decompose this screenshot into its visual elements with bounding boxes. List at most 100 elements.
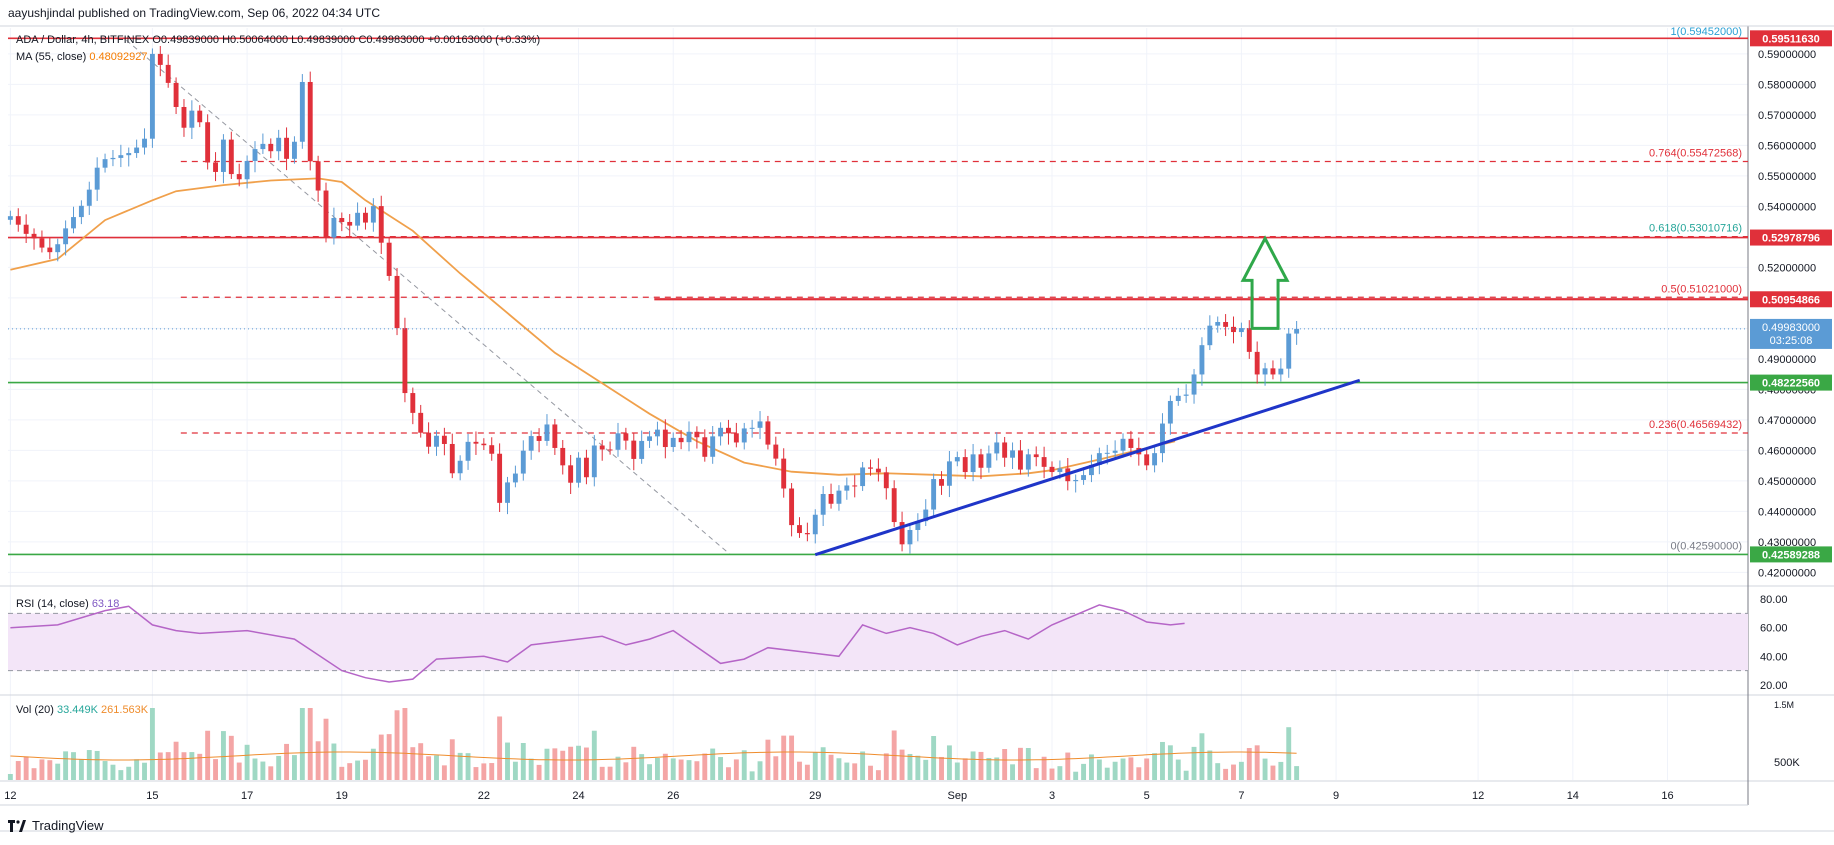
volume-bar xyxy=(244,744,250,780)
volume-bar xyxy=(560,750,566,780)
candle-body xyxy=(568,465,574,483)
volume-bar xyxy=(55,763,61,780)
candle-body xyxy=(647,436,652,441)
candle-body xyxy=(718,427,724,437)
candle-body xyxy=(165,64,171,83)
volume-legend[interactable]: Vol (20) 33.449K 261.563K xyxy=(16,704,148,716)
candle-body xyxy=(1160,423,1165,454)
volume-bar xyxy=(797,761,802,780)
ma-legend[interactable]: MA (55, close) 0.48092927 xyxy=(16,51,148,63)
candle-body xyxy=(189,110,195,128)
volume-bar xyxy=(631,746,637,780)
candles xyxy=(7,45,1300,554)
price-tick-label: 0.52000000 xyxy=(1758,262,1816,274)
volume-bar xyxy=(23,756,29,780)
volume-bar xyxy=(1152,753,1158,780)
candle-body xyxy=(7,216,13,220)
candle-body xyxy=(110,157,116,160)
rsi-line xyxy=(10,604,1185,683)
candle-body xyxy=(292,141,297,159)
candle-body xyxy=(726,427,731,434)
time-tick-label: 17 xyxy=(241,790,253,802)
candle-body xyxy=(1152,453,1158,466)
candle-body xyxy=(410,393,416,413)
candle-body xyxy=(394,275,400,329)
candle-body xyxy=(560,447,566,466)
volume-bar xyxy=(520,743,526,780)
volume-bar xyxy=(1223,768,1229,780)
candle-body xyxy=(599,445,605,450)
time-tick-label: 29 xyxy=(809,790,821,802)
volume-bar xyxy=(1120,758,1126,780)
volume-bar xyxy=(142,762,147,780)
volume-bar xyxy=(962,758,968,780)
volume-label: Vol (20) xyxy=(16,704,54,716)
tradingview-brand[interactable]: TradingView xyxy=(8,818,104,833)
volume-value: 33.449K xyxy=(56,704,98,716)
volume-bar xyxy=(615,756,621,780)
volume-bar xyxy=(473,767,479,780)
candle-body xyxy=(1081,475,1087,480)
candle-body xyxy=(86,189,92,206)
candle-body xyxy=(205,122,211,163)
volume-bar xyxy=(149,708,155,780)
rsi-legend[interactable]: RSI (14, close) 63.18 xyxy=(16,598,119,610)
volume-bar xyxy=(189,752,195,780)
price-tick-label: 0.58000000 xyxy=(1758,79,1816,91)
volume-bar xyxy=(394,710,400,780)
volume-bar xyxy=(63,751,69,780)
volume-bar xyxy=(1010,764,1015,780)
candle-body xyxy=(710,436,716,457)
candle-body xyxy=(268,143,274,152)
volume-bar xyxy=(363,759,368,780)
volume-bar xyxy=(1246,748,1252,780)
candle-body xyxy=(1246,328,1252,352)
candle-body xyxy=(1025,454,1031,470)
tradingview-logo-icon xyxy=(8,819,26,832)
candle-body xyxy=(1175,395,1181,401)
volume-bar xyxy=(260,761,266,780)
volume-bar xyxy=(181,752,187,780)
candle-body xyxy=(931,479,937,510)
candle-body xyxy=(1199,345,1205,375)
candle-body xyxy=(812,514,818,535)
volume-bar xyxy=(576,745,581,780)
candle-body xyxy=(1033,454,1039,458)
candle-body xyxy=(781,458,787,489)
candle-body xyxy=(528,436,534,451)
volume-bar xyxy=(726,767,731,780)
volume-bar xyxy=(339,766,345,780)
candle-body xyxy=(355,212,361,226)
candle-body xyxy=(1254,351,1260,375)
candle-body xyxy=(481,443,487,446)
candle-body xyxy=(457,460,463,474)
volume-bar xyxy=(402,708,408,780)
candle-body xyxy=(1215,321,1221,326)
volume-bar xyxy=(410,747,416,780)
candle-body xyxy=(197,110,203,123)
rsi-tick-label: 40.00 xyxy=(1760,651,1788,663)
candle-body xyxy=(1223,321,1229,327)
candle-body xyxy=(118,155,124,158)
volume-bar xyxy=(939,756,944,780)
candle-body xyxy=(31,233,37,239)
candle-body xyxy=(284,137,290,159)
candle-body xyxy=(1049,466,1055,473)
volume-bar xyxy=(449,739,455,780)
candle-body xyxy=(126,153,132,156)
symbol-legend[interactable]: ADA / Dollar, 4h, BITFINEX O0.49839000 H… xyxy=(16,34,540,46)
last-price-tag-bg xyxy=(1750,318,1832,349)
candle-body xyxy=(694,431,700,438)
volume-bar xyxy=(568,746,574,780)
volume-bar xyxy=(1238,761,1244,780)
candle-body xyxy=(1017,450,1023,470)
candle-body xyxy=(473,441,479,444)
candle-body xyxy=(820,493,826,515)
volume-bar xyxy=(1191,746,1197,780)
candle-body xyxy=(1262,368,1268,375)
candle-body xyxy=(418,412,424,433)
candle-body xyxy=(134,147,140,154)
candle-body xyxy=(1128,438,1134,448)
volume-bar xyxy=(418,743,424,780)
